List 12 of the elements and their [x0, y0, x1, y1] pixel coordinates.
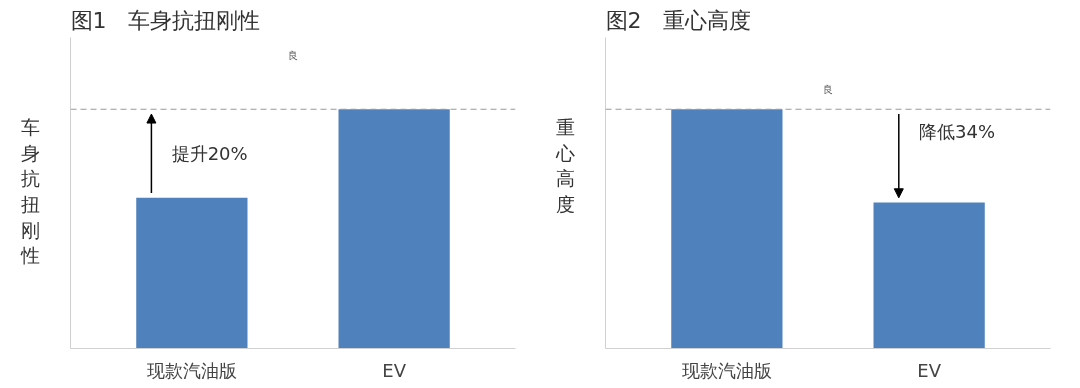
y-axis-title: 车身抗扭刚性	[20, 115, 40, 269]
chart-title: 图1 车身抗扭刚性	[70, 7, 261, 33]
x-tick-label: EV	[382, 359, 407, 381]
text: 良	[823, 83, 833, 95]
annotation: 提升20%	[171, 143, 248, 165]
chart-title: 图2 重心高度	[605, 7, 752, 33]
x-tick-label: 现款汽油版	[681, 359, 772, 381]
x-tick-label: EV	[917, 359, 942, 381]
annotation: 降低34%	[919, 121, 996, 143]
y-axis-title: 重心高度	[555, 115, 575, 217]
x-tick-label: 现款汽油版	[146, 359, 237, 381]
text: 良	[288, 50, 298, 62]
